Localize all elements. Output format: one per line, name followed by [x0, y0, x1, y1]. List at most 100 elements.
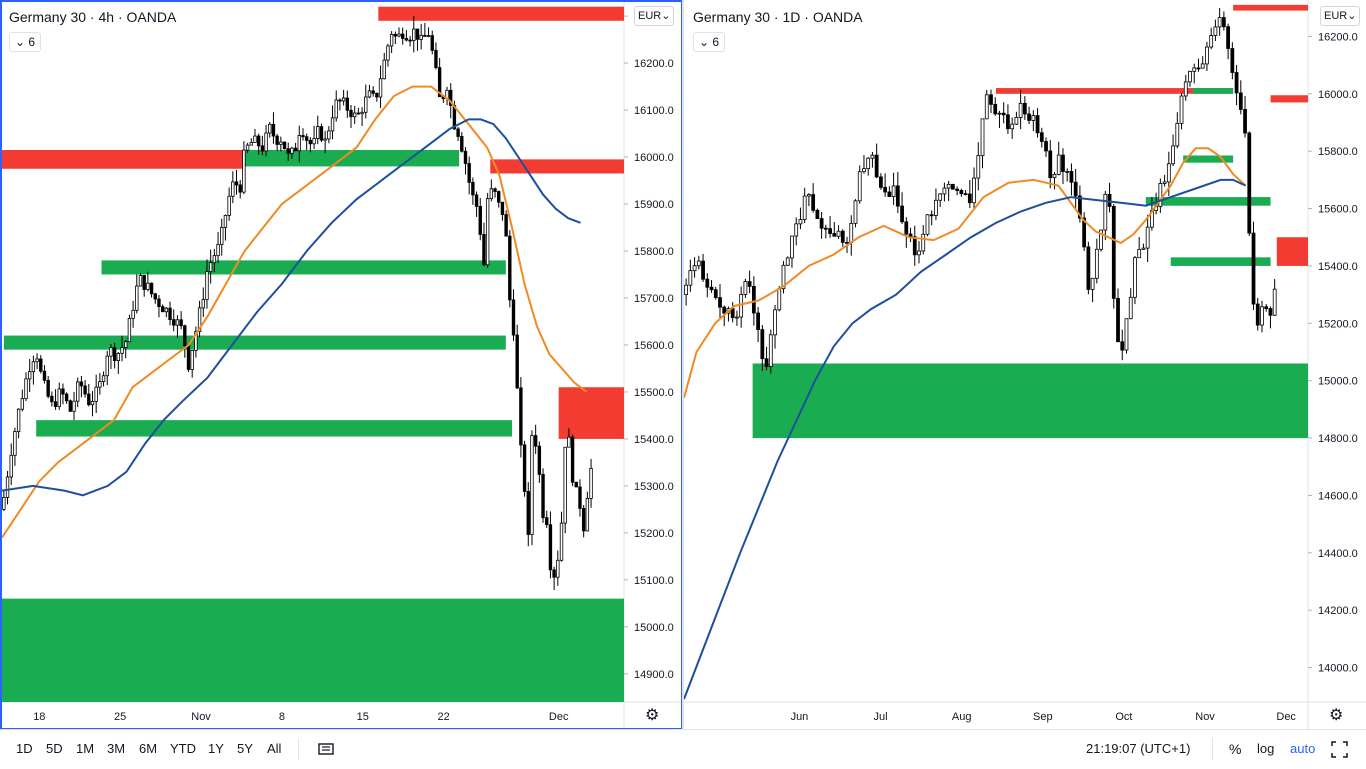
- candle: [426, 27, 431, 38]
- indicators-toggle-1d[interactable]: ⌄ 6: [693, 32, 726, 52]
- y-tick-label: 15400.0: [1318, 261, 1358, 273]
- chart-1d-canvas[interactable]: 16200.0 16000.0 15800.0 15600.0 15400.0 15200…: [684, 0, 1366, 729]
- candle: [109, 344, 113, 370]
- y-tick-label: 15000.0: [1318, 376, 1358, 388]
- currency-button-1d[interactable]: EUR⌄: [1320, 6, 1361, 26]
- candle-body: [511, 299, 516, 336]
- candle: [726, 306, 731, 322]
- candle: [1128, 288, 1133, 320]
- candle-body: [522, 444, 527, 492]
- candle: [997, 110, 1002, 128]
- candle-body: [1264, 306, 1269, 309]
- compare-icon[interactable]: [317, 741, 335, 757]
- candle-body: [849, 222, 854, 243]
- candle: [946, 180, 951, 202]
- candle: [1175, 112, 1180, 149]
- candle-body: [1243, 109, 1247, 134]
- clock-readout[interactable]: 21:19:07 (UTC+1): [1086, 741, 1191, 756]
- y-tick-label: 16000.0: [1318, 89, 1358, 101]
- candle: [223, 214, 228, 241]
- candle: [950, 183, 955, 190]
- candle: [1027, 106, 1031, 125]
- range-1d[interactable]: 1D: [16, 741, 33, 756]
- candle: [9, 443, 13, 485]
- candle: [120, 335, 124, 362]
- candle: [279, 136, 283, 152]
- candle: [1039, 127, 1044, 148]
- candle-body: [478, 205, 482, 235]
- candle-body: [1179, 95, 1184, 124]
- range-3m[interactable]: 3M: [107, 741, 126, 756]
- demand-zone-5: [1145, 197, 1271, 206]
- candle: [895, 172, 900, 214]
- fullscreen-icon[interactable]: [1331, 741, 1348, 758]
- candle-body: [201, 299, 205, 309]
- candle: [870, 151, 875, 168]
- range-5d[interactable]: 5D: [46, 741, 63, 756]
- candle: [256, 133, 261, 155]
- candle: [511, 289, 516, 341]
- candle: [570, 434, 575, 487]
- candle: [1272, 279, 1277, 316]
- candle-body: [360, 111, 364, 115]
- candle-body: [16, 408, 21, 432]
- range-all[interactable]: All: [267, 741, 282, 756]
- chart-pane-1d[interactable]: 16200.0 16000.0 15800.0 15600.0 15400.0 15200…: [684, 0, 1366, 729]
- candle-body: [127, 317, 132, 343]
- chart-4h-canvas[interactable]: 16300.016200.016100.016000.015900.015800…: [0, 0, 682, 729]
- indicators-toggle-4h[interactable]: ⌄ 6: [9, 32, 42, 52]
- candle-body: [967, 193, 972, 204]
- candle-body: [168, 307, 172, 321]
- candle: [1124, 318, 1129, 354]
- range-1m[interactable]: 1M: [76, 741, 95, 756]
- candle-body: [338, 99, 342, 102]
- pane-divider[interactable]: [682, 0, 684, 729]
- candle: [76, 377, 80, 408]
- chart-pane-4h[interactable]: 16300.016200.016100.016000.015900.015800…: [0, 0, 682, 729]
- candle-body: [323, 138, 327, 141]
- candle: [840, 229, 845, 247]
- candle-body: [1022, 102, 1027, 115]
- currency-button-4h[interactable]: EUR⌄: [634, 6, 675, 26]
- x-tick-label: Nov: [191, 711, 211, 723]
- candle: [891, 172, 896, 205]
- candle-body: [456, 128, 460, 137]
- candle: [20, 389, 25, 412]
- candle: [1090, 277, 1095, 303]
- candle-body: [46, 379, 50, 397]
- candle-body: [131, 309, 135, 319]
- candle: [739, 286, 744, 328]
- candle-body: [153, 293, 157, 300]
- range-5y[interactable]: 5Y: [237, 741, 253, 756]
- candle: [1137, 236, 1142, 259]
- candle-body: [489, 188, 494, 200]
- supply-zone-3: [1270, 95, 1308, 103]
- range-6m[interactable]: 6M: [139, 741, 158, 756]
- candle-body: [955, 188, 959, 191]
- ema-orange-line: [684, 147, 1247, 399]
- candle-body: [160, 306, 165, 313]
- gear-icon[interactable]: ⚙: [645, 707, 660, 724]
- gear-icon[interactable]: ⚙: [1329, 707, 1344, 724]
- candle: [105, 350, 109, 386]
- candle-body: [684, 284, 688, 296]
- candle: [415, 28, 420, 51]
- demand-zone-7: [36, 420, 513, 437]
- candle-body: [474, 194, 479, 207]
- percent-toggle[interactable]: %: [1229, 741, 1242, 757]
- candle: [275, 133, 279, 152]
- y-tick-label: 15800.0: [634, 246, 674, 258]
- candle: [515, 324, 519, 389]
- candle-body: [72, 400, 76, 412]
- candle: [160, 304, 165, 313]
- candle-body: [341, 97, 346, 102]
- y-tick-label: 15200.0: [634, 528, 674, 540]
- demand-zone-4: [1183, 155, 1234, 163]
- x-tick-label: Aug: [952, 711, 972, 723]
- candle: [1107, 182, 1112, 213]
- auto-toggle[interactable]: auto: [1290, 741, 1316, 756]
- range-1y[interactable]: 1Y: [208, 741, 224, 756]
- log-toggle[interactable]: log: [1257, 741, 1275, 756]
- range-ytd[interactable]: YTD: [170, 741, 196, 756]
- candle-body: [64, 393, 69, 402]
